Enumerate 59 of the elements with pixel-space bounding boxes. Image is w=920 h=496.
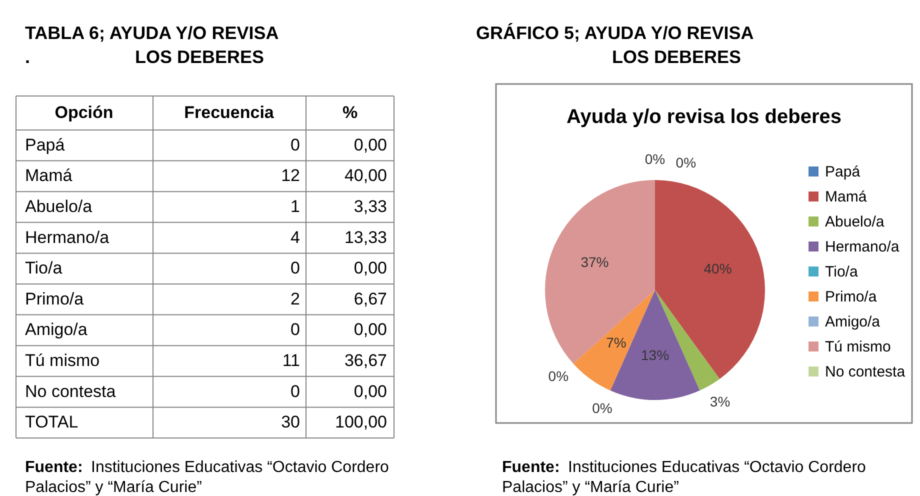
text: 0% xyxy=(548,368,569,384)
text: 30 xyxy=(281,412,300,432)
text: 40,00 xyxy=(344,166,387,186)
text: 0,00 xyxy=(354,320,387,340)
legend-label: Tú mismo xyxy=(825,338,891,356)
data-label: 37% xyxy=(580,254,609,270)
text: 0 xyxy=(290,382,300,401)
category-label: Tio/a xyxy=(25,258,62,278)
text: 0,00 xyxy=(354,258,387,278)
legend-label: No contesta xyxy=(825,364,906,380)
text: . xyxy=(25,47,30,67)
text: 0,00 xyxy=(354,382,387,401)
text: GRÁFICO 5; AYUDA Y/O REVISA xyxy=(476,23,754,43)
legend-label: Papá xyxy=(825,164,861,180)
text: 0% xyxy=(676,154,696,171)
text: 0 xyxy=(290,258,300,278)
legend-label: Hermano/a xyxy=(825,238,900,256)
text: TOTAL xyxy=(25,412,78,432)
category-label: Hermano/a xyxy=(25,228,110,247)
text: 0 xyxy=(290,320,300,340)
data-label: 13% xyxy=(641,347,670,363)
data-label: 7% xyxy=(606,334,626,350)
data-label: 3% xyxy=(710,394,730,410)
category-label: Amigo/a xyxy=(25,320,88,340)
text: 0% xyxy=(644,151,666,167)
text: Frecuencia xyxy=(184,103,274,122)
text: 1 xyxy=(290,197,300,216)
legend-label: Mamá xyxy=(825,188,868,206)
category-label: No contesta xyxy=(25,382,116,401)
category-label: Tú mismo xyxy=(25,351,100,370)
text: 36,67 xyxy=(344,351,387,370)
legend-label: Abuelo/a xyxy=(825,214,885,230)
text: 2 xyxy=(290,289,300,308)
data-label: 40% xyxy=(704,260,732,277)
text: 11 xyxy=(282,351,300,370)
text: 12 xyxy=(281,166,300,186)
text: % xyxy=(342,103,358,122)
text: LOS DEBERES xyxy=(612,47,742,67)
text: 13,33 xyxy=(344,228,387,247)
text: Fuente: Instituciones Educativas “Octavio Cordero Palacios” y “María Curie” xyxy=(502,459,866,496)
text: Fuente: Instituciones Educativas “Octavio Cordero Palacios” y “María Curie” xyxy=(25,459,389,496)
text: 3,33 xyxy=(354,197,387,216)
text: Opción xyxy=(54,103,114,122)
category-label: Primo/a xyxy=(25,289,84,308)
chart-title: Ayuda y/o revisa los deberes xyxy=(566,106,842,128)
text: 0 xyxy=(290,135,300,154)
text: 4 xyxy=(290,228,300,247)
text: 0,00 xyxy=(354,135,387,154)
text: 100,00 xyxy=(335,412,387,432)
legend-label: Amigo/a xyxy=(825,314,881,330)
text: TABLA 6; AYUDA Y/O REVISA xyxy=(25,23,279,43)
text: 6,67 xyxy=(354,289,387,308)
legend-label: Tio/a xyxy=(825,264,858,280)
text: 0% xyxy=(592,400,612,416)
category-label: Mamá xyxy=(25,166,72,186)
category-label: Papá xyxy=(25,135,65,154)
legend-label: Primo/a xyxy=(825,288,878,306)
category-label: Abuelo/a xyxy=(25,197,92,216)
text: LOS DEBERES xyxy=(135,47,264,67)
